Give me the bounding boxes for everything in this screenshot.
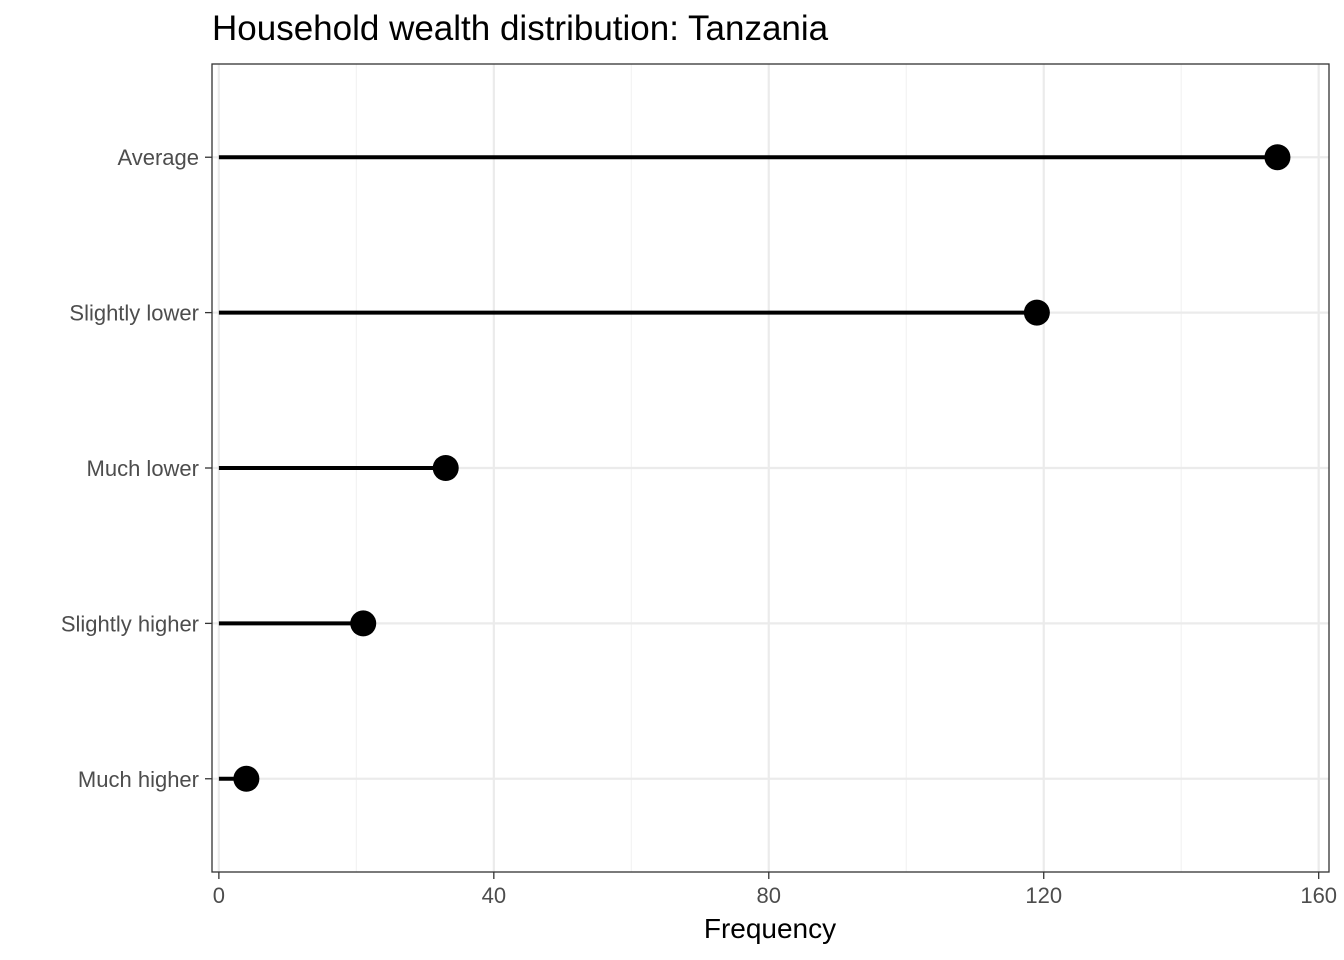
y-tick-label: Average — [117, 145, 199, 170]
x-tick-label: 40 — [482, 883, 506, 908]
lollipop-point — [1023, 299, 1050, 326]
x-tick-label: 160 — [1300, 883, 1337, 908]
x-tick-label: 0 — [213, 883, 225, 908]
axis-layer: 0 40 80 120 160 Much higher Slightly higher Muc… — [61, 145, 1337, 908]
x-axis-title: Frequency — [704, 913, 836, 944]
lollipop-point — [350, 610, 377, 637]
y-tick-label: Slightly higher — [61, 611, 199, 636]
y-tick-label: Much lower — [87, 456, 199, 481]
y-tick-label: Slightly lower — [69, 301, 199, 326]
x-tick-label: 80 — [757, 883, 781, 908]
lollipop-point — [432, 455, 459, 481]
chart-title: Household wealth distribution: Tanzania — [212, 9, 829, 48]
y-tick-label: Much higher — [78, 767, 199, 792]
marks-layer — [218, 144, 1291, 792]
lollipop-point — [1264, 144, 1291, 171]
lollipop-point — [233, 765, 260, 792]
x-tick-label: 120 — [1025, 883, 1062, 908]
